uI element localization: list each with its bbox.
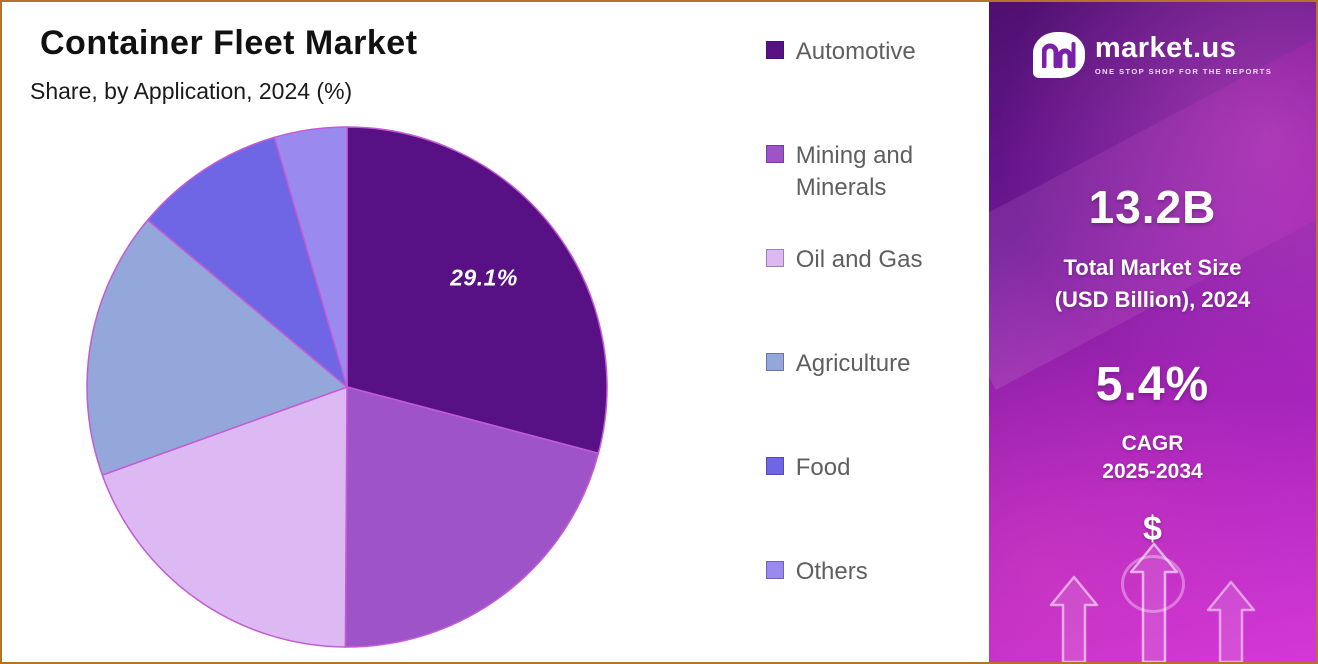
dollar-icon: $ <box>1143 510 1162 548</box>
pie-slice-others <box>273 126 348 388</box>
dollar-coin-graphic: $ <box>989 510 1316 613</box>
legend-label: Others <box>795 558 868 585</box>
brand-sidebar: market.us ONE STOP SHOP FOR THE REPORTS … <box>989 2 1316 662</box>
market-size-label: Total Market Size (USD Billion), 2024 <box>989 252 1316 316</box>
legend-swatch-agriculture <box>765 353 784 371</box>
legend-swatch-automotive <box>765 41 784 59</box>
market-size-value: 13.2B <box>1088 181 1217 233</box>
pie-slice-automotive <box>346 126 608 455</box>
market-size-label-line1: Total Market Size <box>1063 255 1242 280</box>
legend-item-others: Others <box>765 556 989 660</box>
cagr-value: 5.4% <box>1095 358 1210 411</box>
legend-item-food: Food <box>765 452 989 556</box>
growth-arrows-icon <box>1049 542 1256 662</box>
legend-label: Food <box>795 454 851 481</box>
legend-item-mining-and-minerals: Mining and Minerals <box>765 140 989 244</box>
chart-area: Container Fleet Market Share, by Applica… <box>2 2 732 662</box>
legend-swatch-mining-and-minerals <box>765 145 784 163</box>
pie-data-label: 29.1% <box>450 264 518 291</box>
logo-name: market.us <box>1094 32 1237 64</box>
pie-slice-mining-and-minerals <box>344 386 600 648</box>
pie-slice-oil-and-gas <box>101 385 348 648</box>
legend-label: Mining and Minerals <box>795 142 914 202</box>
legend-item-oil-and-gas: Oil and Gas <box>765 244 989 348</box>
legend-item-automotive: Automotive <box>765 36 989 140</box>
brand-logo: market.us ONE STOP SHOP FOR THE REPORTS <box>989 32 1316 78</box>
legend-label: Automotive <box>795 38 916 65</box>
pie-slice-agriculture <box>86 218 349 477</box>
market-us-logo-icon <box>1032 32 1085 78</box>
legend-item-agriculture: Agriculture <box>765 348 989 452</box>
logo-text-block: market.us ONE STOP SHOP FOR THE REPORTS <box>1094 32 1273 77</box>
legend-swatch-oil-and-gas <box>765 249 784 267</box>
chart-subtitle: Share, by Application, 2024 (%) <box>30 78 353 104</box>
legend-swatch-food <box>765 457 784 475</box>
legend-swatch-others <box>765 561 784 579</box>
coin-ring-icon <box>1120 555 1185 613</box>
pie-slice-food <box>146 136 349 390</box>
cagr-label-line2: 2025-2034 <box>1102 460 1203 484</box>
logo-tagline: ONE STOP SHOP FOR THE REPORTS <box>1094 67 1273 76</box>
legend-label: Oil and Gas <box>795 246 923 273</box>
cagr-label: CAGR 2025-2034 <box>989 430 1316 487</box>
pie-chart <box>86 126 608 648</box>
chart-legend: Automotive Mining and Minerals Oil and G… <box>732 2 989 662</box>
logo-glyph <box>1041 42 1076 68</box>
cagr-label-line1: CAGR <box>1121 432 1184 455</box>
market-size-label-line2: (USD Billion), 2024 <box>1054 286 1251 312</box>
page-title: Container Fleet Market <box>40 24 418 62</box>
legend-label: Agriculture <box>795 350 911 377</box>
